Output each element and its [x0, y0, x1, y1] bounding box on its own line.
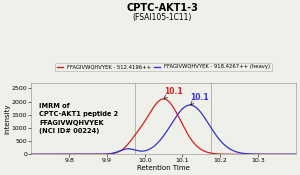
Text: (FSAI105-1C11): (FSAI105-1C11) [132, 13, 192, 22]
Text: 10.1: 10.1 [190, 93, 209, 105]
X-axis label: Retention Time: Retention Time [137, 165, 190, 171]
Y-axis label: Intensity: Intensity [4, 103, 10, 134]
Legend: FFAGIVWQHVYEK - 512.4196++, FFAGIVWQHVYEK - 918.4267++ (heavy): FFAGIVWQHVYEK - 512.4196++, FFAGIVWQHVYE… [55, 63, 272, 71]
Text: CPTC-AKT1-3: CPTC-AKT1-3 [126, 3, 198, 13]
Text: IMRM of
CPTC-AKT1 peptide 2
FFAGIVWQHVYEK
(NCI ID# 00224): IMRM of CPTC-AKT1 peptide 2 FFAGIVWQHVYE… [39, 103, 118, 134]
Text: 10.1: 10.1 [164, 86, 182, 99]
